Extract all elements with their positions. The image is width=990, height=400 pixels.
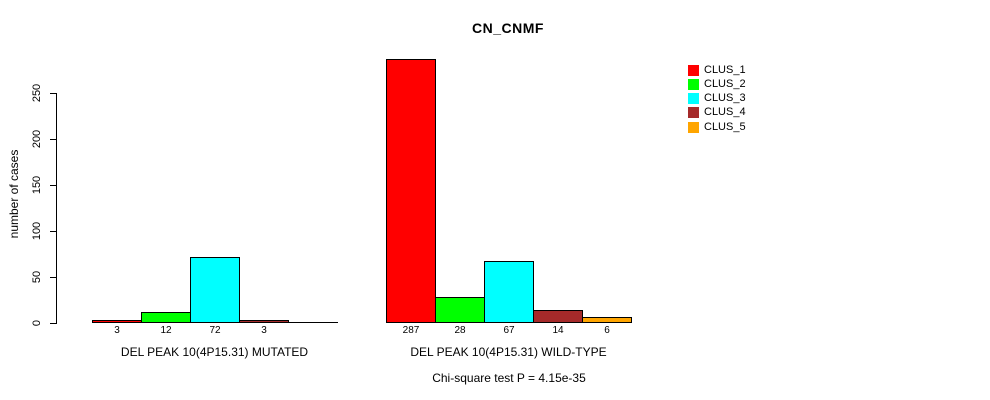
legend-label: CLUS_3: [704, 92, 746, 105]
y-tick-label: 250: [31, 83, 43, 103]
y-tick-label: 150: [31, 175, 43, 195]
bar-clus_2: [435, 297, 485, 323]
bar-value-label: 3: [114, 325, 120, 336]
legend-item: CLUS_4: [688, 107, 746, 119]
bar-value-label: 287: [402, 325, 420, 336]
bar-clus_5: [582, 317, 632, 323]
legend-item: CLUS_3: [688, 93, 746, 105]
legend-swatch-clus_4: [688, 107, 699, 119]
bar-value-label: 67: [503, 325, 515, 336]
bar-clus_1: [386, 59, 436, 323]
legend-item: CLUS_1: [688, 64, 746, 76]
legend-swatch-clus_3: [688, 93, 699, 105]
bar-value-label: 3: [261, 325, 267, 336]
bar-value-label: 72: [209, 325, 221, 336]
legend-swatch-clus_2: [688, 78, 699, 90]
bar-value-label: 28: [454, 325, 466, 336]
y-tick-label: 100: [31, 221, 43, 241]
y-tick-label: 0: [31, 319, 43, 327]
bar-clus_1: [92, 320, 142, 323]
y-tick-mark: [50, 185, 56, 186]
bar-clus_4: [533, 310, 583, 323]
legend-label: CLUS_2: [704, 77, 746, 90]
legend-label: CLUS_5: [704, 120, 746, 133]
bar-clus_3: [190, 257, 240, 323]
y-tick-mark: [50, 139, 56, 140]
y-tick-mark: [50, 93, 56, 94]
bar-value-label: 6: [604, 325, 610, 336]
bar-clus_4: [239, 320, 289, 323]
y-tick-mark: [50, 277, 56, 278]
chart-title: CN_CNMF: [472, 20, 544, 36]
legend-swatch-clus_5: [688, 121, 699, 133]
bar-value-label: 12: [160, 325, 172, 336]
legend-item: CLUS_2: [688, 78, 746, 90]
y-tick-mark: [50, 231, 56, 232]
x-axis-group-label: DEL PEAK 10(4P15.31) MUTATED: [120, 345, 309, 359]
legend-swatch-clus_1: [688, 64, 699, 76]
legend-item: CLUS_5: [688, 121, 746, 133]
y-tick-mark: [50, 323, 56, 324]
bar-clus_2: [141, 312, 191, 323]
legend-label: CLUS_1: [704, 63, 746, 76]
y-tick-label: 200: [31, 129, 43, 149]
y-axis-line: [56, 93, 57, 324]
chi-square-note: Chi-square test P = 4.15e-35: [432, 371, 586, 385]
bar-value-label: 14: [552, 325, 564, 336]
y-tick-label: 50: [31, 270, 43, 284]
x-axis-group-label: DEL PEAK 10(4P15.31) WILD-TYPE: [410, 345, 607, 359]
y-axis-title: number of cases: [7, 149, 21, 239]
bar-clus_5-zero: [288, 322, 338, 323]
bar-clus_3: [484, 261, 534, 323]
legend-label: CLUS_4: [704, 106, 746, 119]
